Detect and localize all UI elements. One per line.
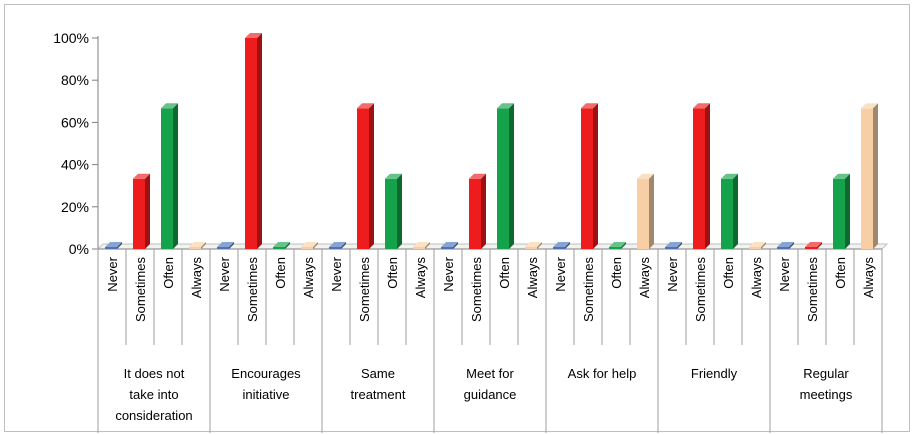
series-axis-label: Always [413, 257, 428, 299]
series-axis-label: Never [217, 256, 232, 291]
series-axis-label: Always [749, 257, 764, 299]
series-axis-label: Always [861, 257, 876, 299]
y-tick-label: 60% [61, 114, 89, 130]
bar-often [161, 103, 178, 249]
category-label: Encourages [231, 366, 301, 381]
bar-often [721, 173, 738, 249]
category-label: It does not [124, 366, 185, 381]
bar-sometimes [357, 103, 374, 249]
y-tick-label: 20% [61, 199, 89, 215]
series-axis-label: Never [777, 256, 792, 291]
bar-always [189, 242, 206, 249]
bar-often [497, 103, 514, 249]
category-label: meetings [800, 387, 853, 402]
bar-always [525, 242, 542, 249]
category-label: treatment [351, 387, 406, 402]
bar-chart: 0% 20% 40% 60% 80% 100% Never Sometimes Often Al… [53, 30, 889, 433]
series-axis-label: Sometimes [469, 257, 484, 323]
category-label: Regular [803, 366, 849, 381]
series-axis-label: Often [721, 257, 736, 289]
chart-floor [96, 243, 889, 250]
bar-often [833, 173, 850, 249]
series-axis-label: Often [609, 257, 624, 289]
series-axis-label: Always [637, 257, 652, 299]
y-tick-label: 0% [69, 241, 89, 257]
category-label: initiative [243, 387, 290, 402]
category-label: guidance [464, 387, 517, 402]
series-axis-label: Often [833, 257, 848, 289]
bar-never [441, 242, 458, 249]
series-axis-label: Sometimes [805, 257, 820, 323]
series-axis-label: Never [105, 256, 120, 291]
bar-sometimes [469, 173, 486, 249]
bar-never [217, 242, 234, 249]
bar-often [273, 242, 290, 249]
bar-sometimes [693, 103, 710, 249]
y-tick-label: 40% [61, 157, 89, 173]
series-axis-label: Always [525, 257, 540, 299]
series-axis-label: Often [273, 257, 288, 289]
bar-always [413, 242, 430, 249]
series-axis-label: Never [553, 256, 568, 291]
bar-never [665, 242, 682, 249]
series-axis-label: Sometimes [581, 257, 596, 323]
bar-always [637, 173, 654, 249]
series-axis-label: Often [161, 257, 176, 289]
series-axis-label: Often [385, 257, 400, 289]
bar-sometimes [245, 33, 262, 249]
series-axis-label: Often [497, 257, 512, 289]
bar-sometimes [581, 103, 598, 249]
series-axis-label: Never [441, 256, 456, 291]
series-axis-label: Always [301, 257, 316, 299]
category-label: take into [129, 387, 178, 402]
category-label: consideration [115, 408, 192, 423]
series-axis-label: Always [189, 257, 204, 299]
series-axis-label: Never [329, 256, 344, 291]
category-label: Meet for [466, 366, 514, 381]
series-axis-label: Never [665, 256, 680, 291]
series-axis-label: Sometimes [693, 257, 708, 323]
y-tick-label: 80% [61, 72, 89, 88]
bar-sometimes [805, 242, 822, 249]
bar-never [777, 242, 794, 249]
bar-always [861, 103, 878, 249]
bar-always [301, 242, 318, 249]
series-axis-label: Sometimes [357, 257, 372, 323]
category-label: Friendly [691, 366, 738, 381]
bar-never [329, 242, 346, 249]
bar-never [553, 242, 570, 249]
category-label: Same [361, 366, 395, 381]
series-axis-label: Sometimes [133, 257, 148, 323]
bar-sometimes [133, 173, 150, 249]
bar-never [105, 242, 122, 249]
chart-frame: 0% 20% 40% 60% 80% 100% Never Sometimes Often Al… [4, 4, 910, 433]
y-tick-label: 100% [53, 30, 89, 46]
bar-always [749, 242, 766, 249]
series-axis-label: Sometimes [245, 257, 260, 323]
bar-often [609, 242, 626, 249]
category-label: Ask for help [568, 366, 637, 381]
bar-often [385, 173, 402, 249]
